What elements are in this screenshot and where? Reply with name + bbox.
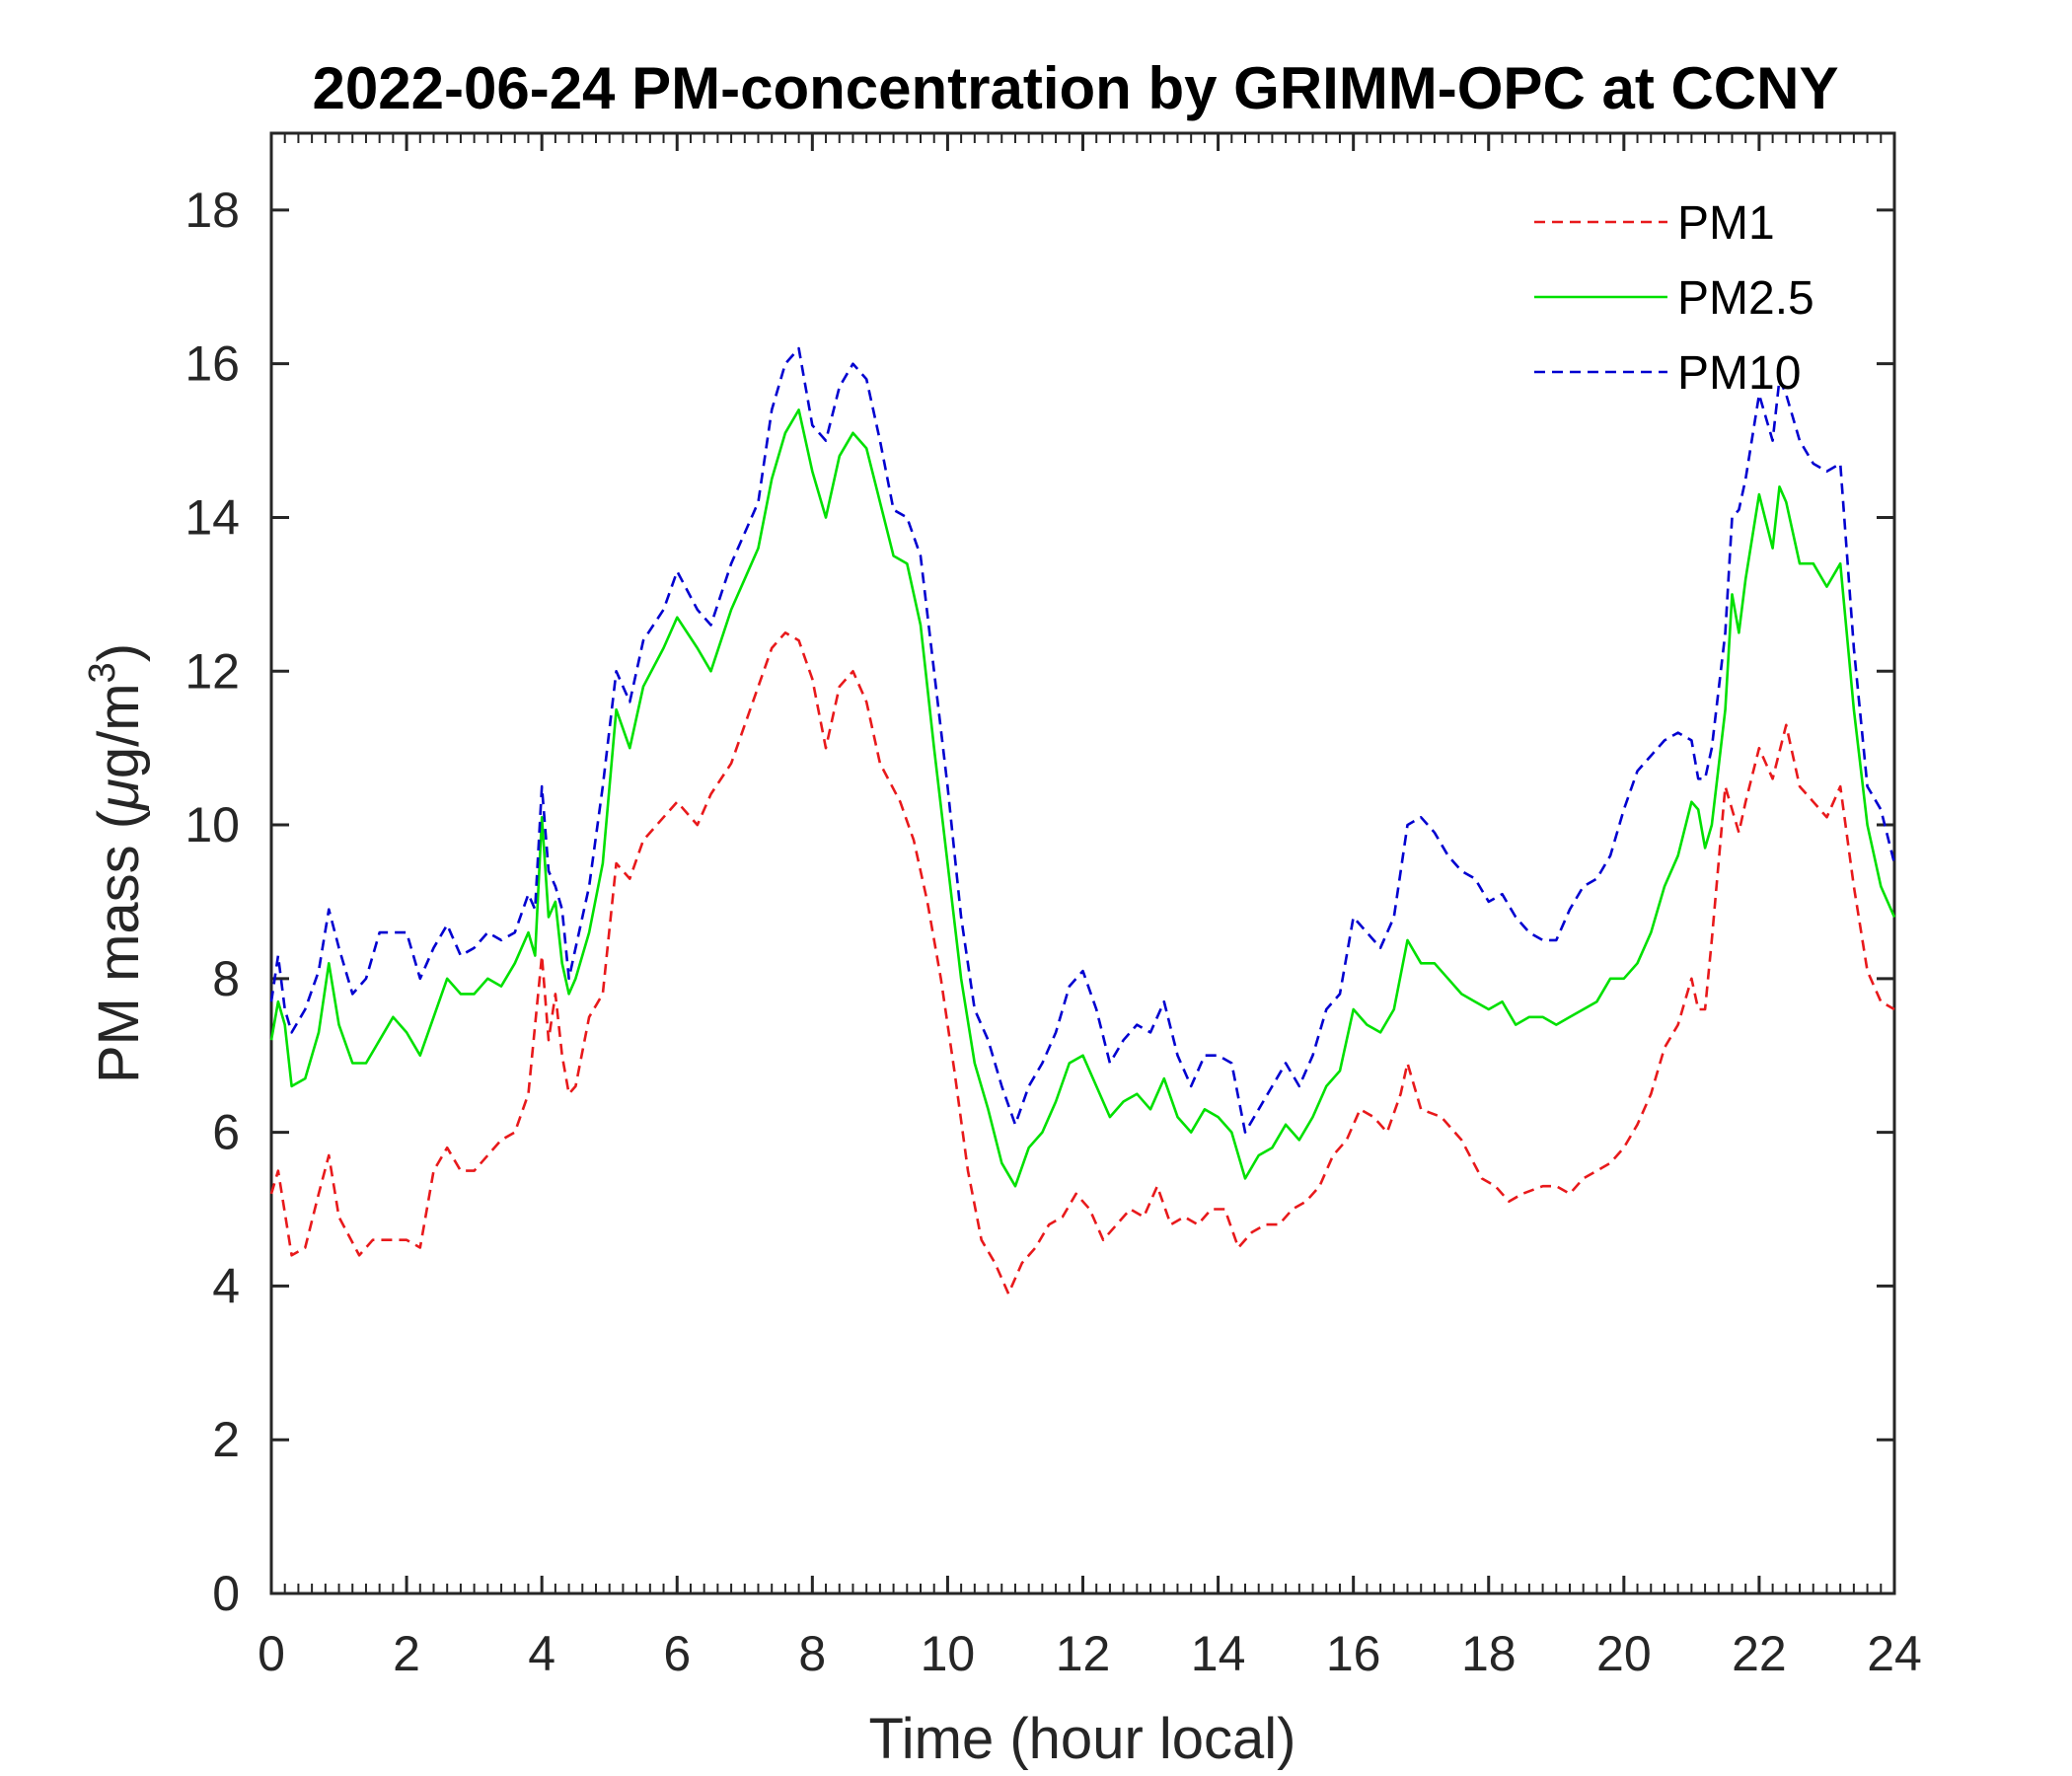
y-tick-label: 14 bbox=[185, 489, 240, 545]
x-tick-label: 22 bbox=[1732, 1626, 1787, 1681]
x-tick-label: 24 bbox=[1867, 1626, 1922, 1681]
y-axis-label-prefix: PM mass ( bbox=[87, 810, 151, 1083]
x-tick-label: 2 bbox=[393, 1626, 420, 1681]
y-axis-label-suffix: ) bbox=[87, 643, 151, 662]
series-lines bbox=[269, 346, 1896, 1295]
y-tick-label: 8 bbox=[212, 951, 240, 1006]
plot-area bbox=[269, 131, 1896, 1595]
y-tick-label: 18 bbox=[185, 183, 240, 238]
series-line-pm2-5 bbox=[269, 408, 1896, 1188]
series-line-pm1 bbox=[269, 630, 1895, 1295]
legend: PM1 PM2.5 PM10 bbox=[1534, 197, 1814, 400]
legend-label-pm2-5: PM2.5 bbox=[1677, 272, 1814, 325]
y-tick-label: 16 bbox=[185, 336, 240, 392]
y-tick-label: 12 bbox=[185, 643, 240, 699]
x-tick-label: 10 bbox=[921, 1626, 976, 1681]
x-tick-label: 6 bbox=[663, 1626, 691, 1681]
y-tick-label: 6 bbox=[212, 1105, 240, 1160]
legend-label-pm1: PM1 bbox=[1677, 197, 1775, 250]
x-tick-label: 16 bbox=[1326, 1626, 1381, 1681]
x-tick-labels: 0 2 4 6 8 10 12 14 16 18 20 22 24 bbox=[258, 1626, 1922, 1681]
axes-box bbox=[269, 131, 1896, 1595]
x-tick-label: 20 bbox=[1596, 1626, 1652, 1681]
y-tick-label: 0 bbox=[212, 1566, 240, 1621]
x-tick-label: 8 bbox=[798, 1626, 826, 1681]
legend-label-pm10: PM10 bbox=[1677, 347, 1801, 400]
y-axis-label-mu: μ bbox=[87, 778, 151, 812]
y-axis-label: PM mass (μg/m3) bbox=[82, 643, 151, 1083]
y-tick-label: 10 bbox=[185, 797, 240, 852]
x-tick-label: 4 bbox=[528, 1626, 555, 1681]
x-axis-label: Time (hour local) bbox=[869, 1707, 1296, 1771]
x-tick-label: 0 bbox=[258, 1626, 285, 1681]
y-tick-label: 4 bbox=[212, 1258, 240, 1313]
y-axis-label-unit: g/m bbox=[87, 683, 151, 778]
chart-title: 2022-06-24 PM-concentration by GRIMM-OPC… bbox=[313, 55, 1839, 121]
x-tick-label: 18 bbox=[1461, 1626, 1517, 1681]
x-tick-label: 12 bbox=[1056, 1626, 1111, 1681]
x-tick-label: 14 bbox=[1191, 1626, 1246, 1681]
series-line-pm10 bbox=[269, 346, 1896, 1134]
y-tick-label: 2 bbox=[212, 1412, 240, 1467]
y-tick-labels: 0 2 4 6 8 10 12 14 16 18 bbox=[185, 183, 240, 1621]
y-axis-label-sup: 3 bbox=[82, 662, 123, 683]
minor-ticks bbox=[283, 133, 1883, 1593]
